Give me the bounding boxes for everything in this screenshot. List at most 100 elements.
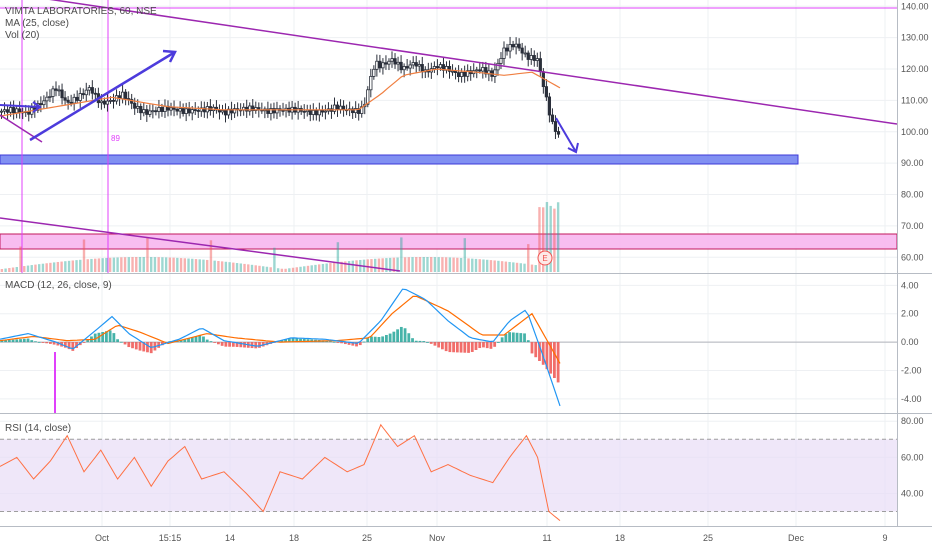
macd-histogram-bar — [71, 342, 75, 351]
volume-bar — [542, 207, 545, 272]
candle — [45, 96, 49, 102]
rsi-axis[interactable]: 80.00 60.00 40.00 — [901, 416, 924, 498]
symbol-title[interactable]: VIMTA LABORATORIES, 60, NSE — [5, 6, 157, 17]
rsi-line — [0, 423, 561, 521]
volume-bar — [306, 265, 310, 272]
volume-bar — [146, 237, 149, 272]
candle — [502, 47, 506, 59]
time-tick-label: Dec — [788, 533, 805, 543]
candle — [517, 43, 521, 49]
rsi-band — [0, 439, 897, 512]
candle — [66, 99, 70, 103]
time-tick-label: 18 — [615, 533, 625, 543]
candle — [8, 107, 13, 113]
macd-histogram-bar — [101, 331, 105, 343]
macd-histogram-bar — [336, 342, 340, 343]
candle — [254, 107, 258, 111]
candle — [133, 102, 137, 109]
up-arrow-small — [0, 104, 41, 108]
volume-bar — [150, 257, 153, 272]
volume-bar — [187, 258, 190, 272]
support-zone — [0, 154, 799, 165]
candle — [432, 66, 436, 70]
time-tick-label: Oct — [95, 533, 110, 543]
time-tick-label: 14 — [225, 533, 235, 543]
macd-histogram-bar — [116, 339, 119, 343]
volume-bar — [288, 268, 291, 272]
price-axis[interactable]: 140.00 130.00 120.00 110.00 100.00 90.00 80.00… — [901, 1, 929, 262]
candle — [223, 110, 228, 116]
time-tick-label: 11 — [542, 533, 551, 543]
candle — [384, 62, 388, 65]
candle — [387, 60, 391, 65]
candle — [130, 99, 134, 104]
candle — [84, 89, 88, 96]
macd-histogram-bar — [422, 341, 426, 343]
volume-bar — [60, 261, 63, 272]
rsi-legend: RSI (14, close) — [5, 423, 71, 435]
candle — [269, 108, 273, 114]
volume-bar — [52, 262, 56, 272]
candle — [366, 89, 370, 105]
candle — [148, 110, 152, 115]
volume-bar — [45, 263, 48, 272]
macd-histogram-bar — [459, 342, 463, 353]
macd-histogram-bar — [534, 342, 538, 358]
volume-bar — [549, 205, 552, 272]
volume-bar — [41, 263, 45, 272]
candle — [338, 105, 343, 110]
volume-bar — [247, 264, 250, 272]
volume-bar — [284, 268, 287, 272]
rsi-title[interactable]: RSI (14, close) — [5, 423, 72, 434]
volume-bar — [508, 261, 511, 272]
volume-bar — [123, 257, 127, 272]
candle — [5, 109, 10, 113]
candle — [199, 107, 203, 112]
candle — [51, 88, 55, 97]
macd-histogram-bar — [56, 342, 60, 346]
macd-histogram-bar — [519, 333, 523, 343]
macd-axis[interactable]: 4.00 2.00 0.00 -2.00 -4.00 — [901, 280, 922, 403]
macd-histogram-bar — [86, 339, 90, 343]
candle — [18, 108, 22, 113]
ma-legend[interactable]: MA (25, close) — [5, 18, 69, 29]
candles — [0, 36, 561, 140]
macd-histogram-bar — [261, 342, 265, 347]
macd-title[interactable]: MACD (12, 26, close, 9) — [5, 280, 112, 291]
macd-histogram-bar — [15, 339, 19, 343]
macd-histogram-bar — [209, 341, 213, 343]
macd-histogram-bar — [388, 333, 392, 343]
volume-bar — [49, 262, 52, 272]
candle — [435, 66, 440, 69]
candle — [157, 107, 161, 112]
volume-bar — [318, 264, 321, 272]
macd-histogram-bar — [213, 342, 217, 343]
volume-bar — [388, 257, 392, 272]
macd-histogram-bar — [332, 341, 336, 343]
macd-histogram-bar — [358, 342, 362, 346]
rsi-tick-label: 40.00 — [901, 488, 924, 498]
macd-histogram-bar — [541, 342, 545, 365]
macd-histogram-bar — [553, 342, 556, 379]
candle — [484, 67, 488, 75]
time-axis[interactable]: Oct 15:15 14 18 25 Nov 11 18 25 Dec 9 — [95, 533, 888, 543]
earnings-marker[interactable] — [537, 250, 553, 266]
price-pane: 89 E — [0, 0, 897, 273]
candle — [532, 55, 536, 61]
macd-histogram-bar — [370, 336, 373, 343]
volume-bar — [157, 257, 160, 272]
volume-bar — [430, 257, 433, 272]
macd-histogram-bar — [45, 342, 49, 344]
candle — [75, 96, 79, 101]
macd-histogram-bar — [205, 339, 209, 343]
macd-histogram-bar — [489, 342, 493, 349]
volume-bar — [374, 258, 377, 272]
volume-bar — [82, 239, 86, 272]
volume-bar — [538, 207, 541, 272]
macd-histogram-bar — [41, 342, 45, 343]
candle — [217, 109, 222, 113]
volume-bar — [127, 257, 130, 272]
vol-legend[interactable]: Vol (20) — [5, 30, 40, 41]
macd-histogram-bar — [123, 342, 127, 345]
